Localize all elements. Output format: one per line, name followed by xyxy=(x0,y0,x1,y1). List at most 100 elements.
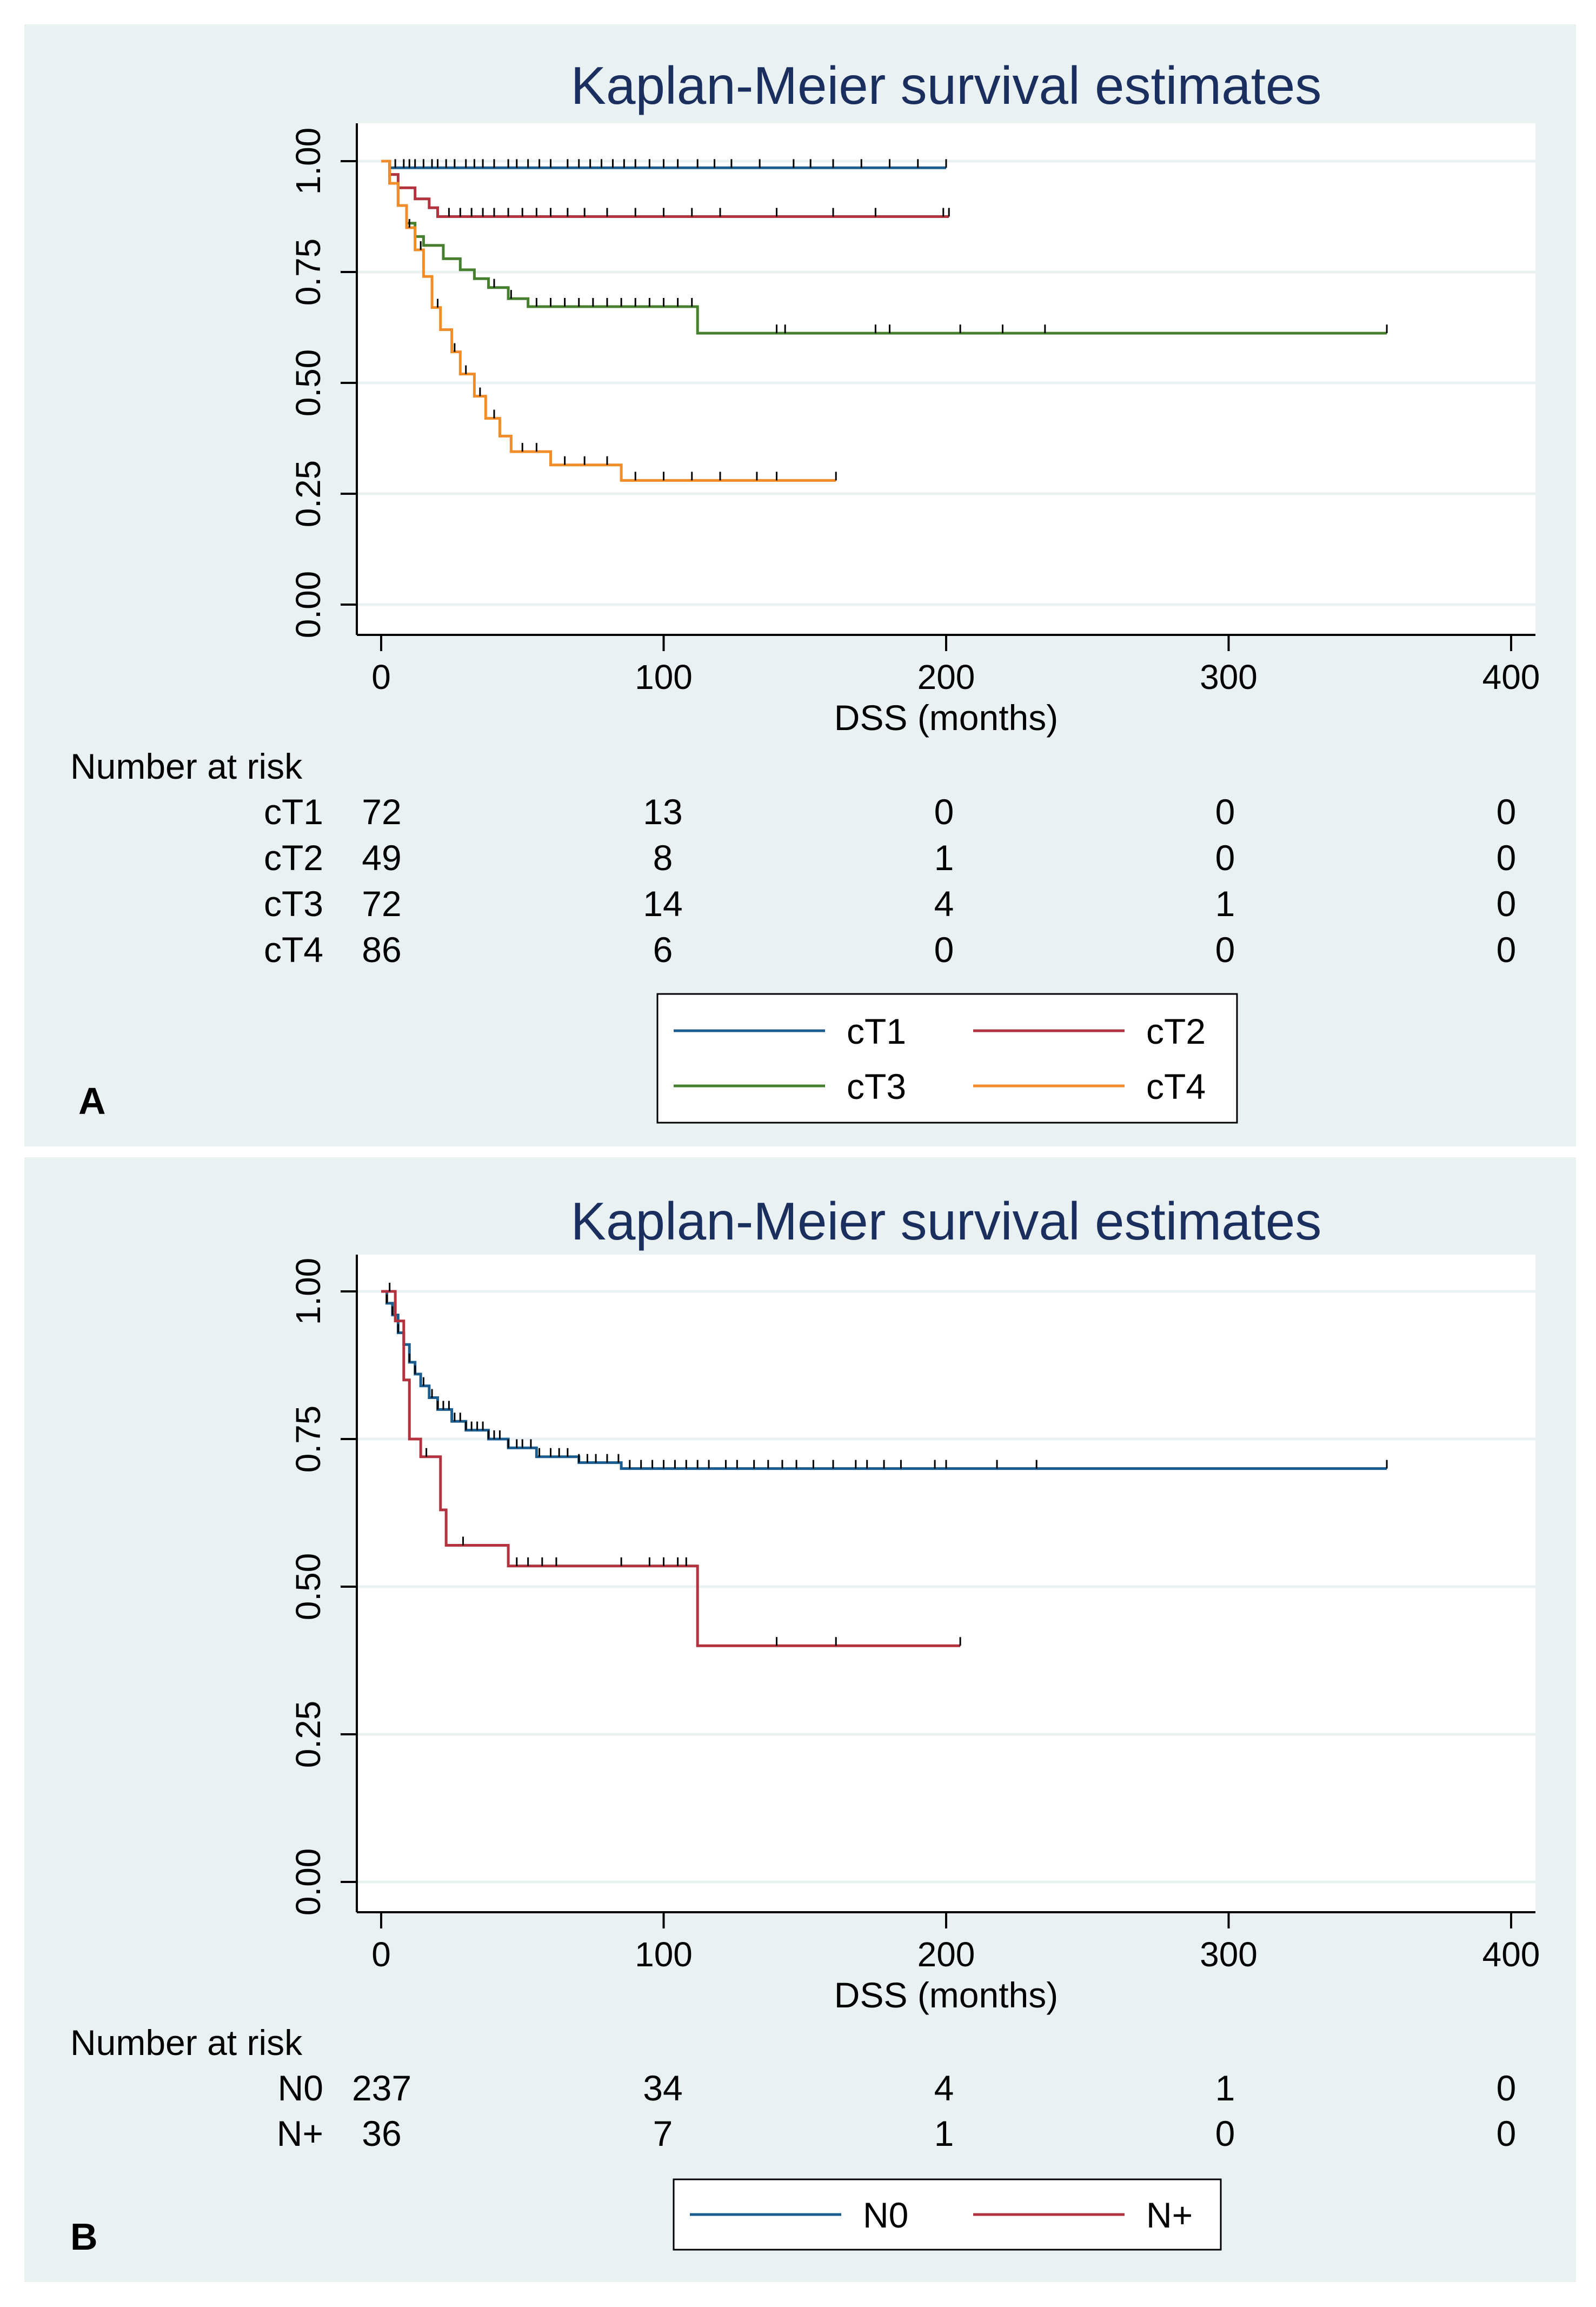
risk-value: 8 xyxy=(653,838,673,878)
risk-value: 6 xyxy=(653,930,673,970)
risk-value: 0 xyxy=(1497,792,1517,832)
risk-row-ct3: cT3 72 14 4 1 0 xyxy=(264,884,1516,924)
risk-value: 0 xyxy=(1215,2113,1235,2153)
risk-value: 0 xyxy=(1497,2113,1517,2153)
risk-row-nplus: N+ 36 7 1 0 0 xyxy=(277,2113,1517,2153)
risk-value: 86 xyxy=(362,930,401,970)
y-tick-label: 0.75 xyxy=(289,1406,328,1473)
y-tick-label: 1.00 xyxy=(289,128,328,195)
risk-value: 1 xyxy=(934,2113,954,2153)
risk-value: 0 xyxy=(1497,2068,1517,2108)
series-ct4 xyxy=(381,160,837,482)
panel-a-title: Kaplan-Meier survival estimates xyxy=(571,56,1322,115)
x-tick-label: 100 xyxy=(635,658,693,697)
survival-curve-nplus xyxy=(381,1290,961,1647)
risk-value: 0 xyxy=(1215,930,1235,970)
legend-label-ct4: cT4 xyxy=(1146,1066,1206,1106)
legend-label-ct3: cT3 xyxy=(847,1066,906,1106)
panel-b-title: Kaplan-Meier survival estimates xyxy=(571,1191,1322,1251)
risk-value: 34 xyxy=(643,2068,682,2108)
risk-value: 1 xyxy=(934,838,954,878)
series-ct1 xyxy=(381,159,947,169)
x-tick-label: 0 xyxy=(371,1935,391,1974)
x-tick-label: 0 xyxy=(371,658,391,697)
y-tick-label: 0.25 xyxy=(289,1701,328,1768)
legend-label-n0: N0 xyxy=(863,2195,908,2235)
panel-b-risk-table: Number at risk N0 237 34 4 1 0 N+ 36 7 1… xyxy=(70,2023,1516,2153)
panel-b: Kaplan-Meier survival estimates 0.00 0.25… xyxy=(24,1157,1576,2282)
risk-value: 36 xyxy=(362,2113,401,2153)
x-tick-label: 400 xyxy=(1482,658,1540,697)
risk-row-label: cT2 xyxy=(264,838,323,878)
risk-value: 14 xyxy=(643,884,682,924)
panel-a-legend: cT1 cT2 cT3 cT4 xyxy=(656,993,1238,1124)
x-tick-label: 400 xyxy=(1482,1935,1540,1974)
series-nplus xyxy=(381,1283,961,1647)
risk-value: 72 xyxy=(362,792,401,832)
panel-b-plot-area xyxy=(357,1255,1535,1912)
panel-a: Kaplan-Meier survival estimates 0.00 0.25… xyxy=(24,24,1576,1146)
risk-row-n0: N0 237 34 4 1 0 xyxy=(278,2068,1517,2108)
panel-b-curves xyxy=(381,1283,1388,1647)
panel-b-legend: N0 N+ xyxy=(673,2178,1222,2251)
risk-value: 13 xyxy=(643,792,682,832)
risk-row-label: N0 xyxy=(278,2068,323,2108)
risk-value: 4 xyxy=(934,2068,954,2108)
panel-b-letter: B xyxy=(70,2216,98,2258)
x-tick-label: 100 xyxy=(635,1935,693,1974)
risk-value: 1 xyxy=(1215,2068,1235,2108)
panel-b-gridlines xyxy=(358,1290,1535,1884)
risk-value: 0 xyxy=(1215,838,1235,878)
risk-row-label: cT4 xyxy=(264,930,323,970)
risk-row-label: cT1 xyxy=(264,792,323,832)
risk-value: 0 xyxy=(934,930,954,970)
risk-row-ct4: cT4 86 6 0 0 0 xyxy=(264,930,1516,970)
x-tick-label: 300 xyxy=(1200,1935,1258,1974)
x-tick-label: 200 xyxy=(917,1935,975,1974)
risk-row-label: N+ xyxy=(277,2113,323,2153)
panel-a-x-ticks: 0 100 200 300 400 xyxy=(371,635,1540,697)
panel-a-curves xyxy=(381,159,1388,482)
y-tick-label: 0.50 xyxy=(289,1553,328,1621)
risk-value: 72 xyxy=(362,884,401,924)
y-tick-label: 0.50 xyxy=(289,349,328,417)
panel-a-letter: A xyxy=(78,1080,106,1122)
panel-a-plot-area xyxy=(357,123,1535,635)
risk-row-ct1: cT1 72 13 0 0 0 xyxy=(264,792,1516,832)
panel-b-x-ticks: 0 100 200 300 400 xyxy=(371,1912,1540,1974)
risk-value: 0 xyxy=(1215,792,1235,832)
panel-a-y-ticks: 0.00 0.25 0.50 0.75 1.00 xyxy=(289,128,357,639)
y-tick-label: 0.25 xyxy=(289,460,328,528)
panel-a-gridlines xyxy=(358,160,1535,606)
panel-a-x-axis-label: DSS (months) xyxy=(834,698,1058,738)
panel-b-x-axis-label: DSS (months) xyxy=(834,1975,1058,2015)
panel-a-risk-heading: Number at risk xyxy=(70,746,303,786)
risk-value: 7 xyxy=(653,2113,673,2153)
panel-b-risk-heading: Number at risk xyxy=(70,2023,303,2063)
risk-value: 1 xyxy=(1215,884,1235,924)
risk-value: 4 xyxy=(934,884,954,924)
legend-box xyxy=(656,993,1238,1124)
y-tick-label: 0.75 xyxy=(289,238,328,306)
risk-value: 0 xyxy=(1497,838,1517,878)
risk-row-label: cT3 xyxy=(264,884,323,924)
risk-value: 0 xyxy=(934,792,954,832)
survival-curve-n0 xyxy=(381,1290,1387,1470)
y-tick-label: 0.00 xyxy=(289,571,328,639)
risk-value: 237 xyxy=(352,2068,411,2108)
risk-value: 49 xyxy=(362,838,401,878)
x-tick-label: 300 xyxy=(1200,658,1258,697)
legend-label-ct1: cT1 xyxy=(847,1011,906,1051)
y-tick-label: 0.00 xyxy=(289,1848,328,1916)
y-tick-label: 1.00 xyxy=(289,1258,328,1325)
risk-row-ct2: cT2 49 8 1 0 0 xyxy=(264,838,1516,878)
panel-b-y-ticks: 0.00 0.25 0.50 0.75 1.00 xyxy=(289,1258,357,1916)
legend-label-nplus: N+ xyxy=(1146,2195,1193,2235)
x-tick-label: 200 xyxy=(917,658,975,697)
risk-value: 0 xyxy=(1497,884,1517,924)
survival-curve-ct4 xyxy=(381,160,836,482)
panel-a-risk-table: Number at risk cT1 72 13 0 0 0 cT2 49 8 … xyxy=(70,746,1516,970)
legend-label-ct2: cT2 xyxy=(1146,1011,1206,1051)
risk-value: 0 xyxy=(1497,930,1517,970)
